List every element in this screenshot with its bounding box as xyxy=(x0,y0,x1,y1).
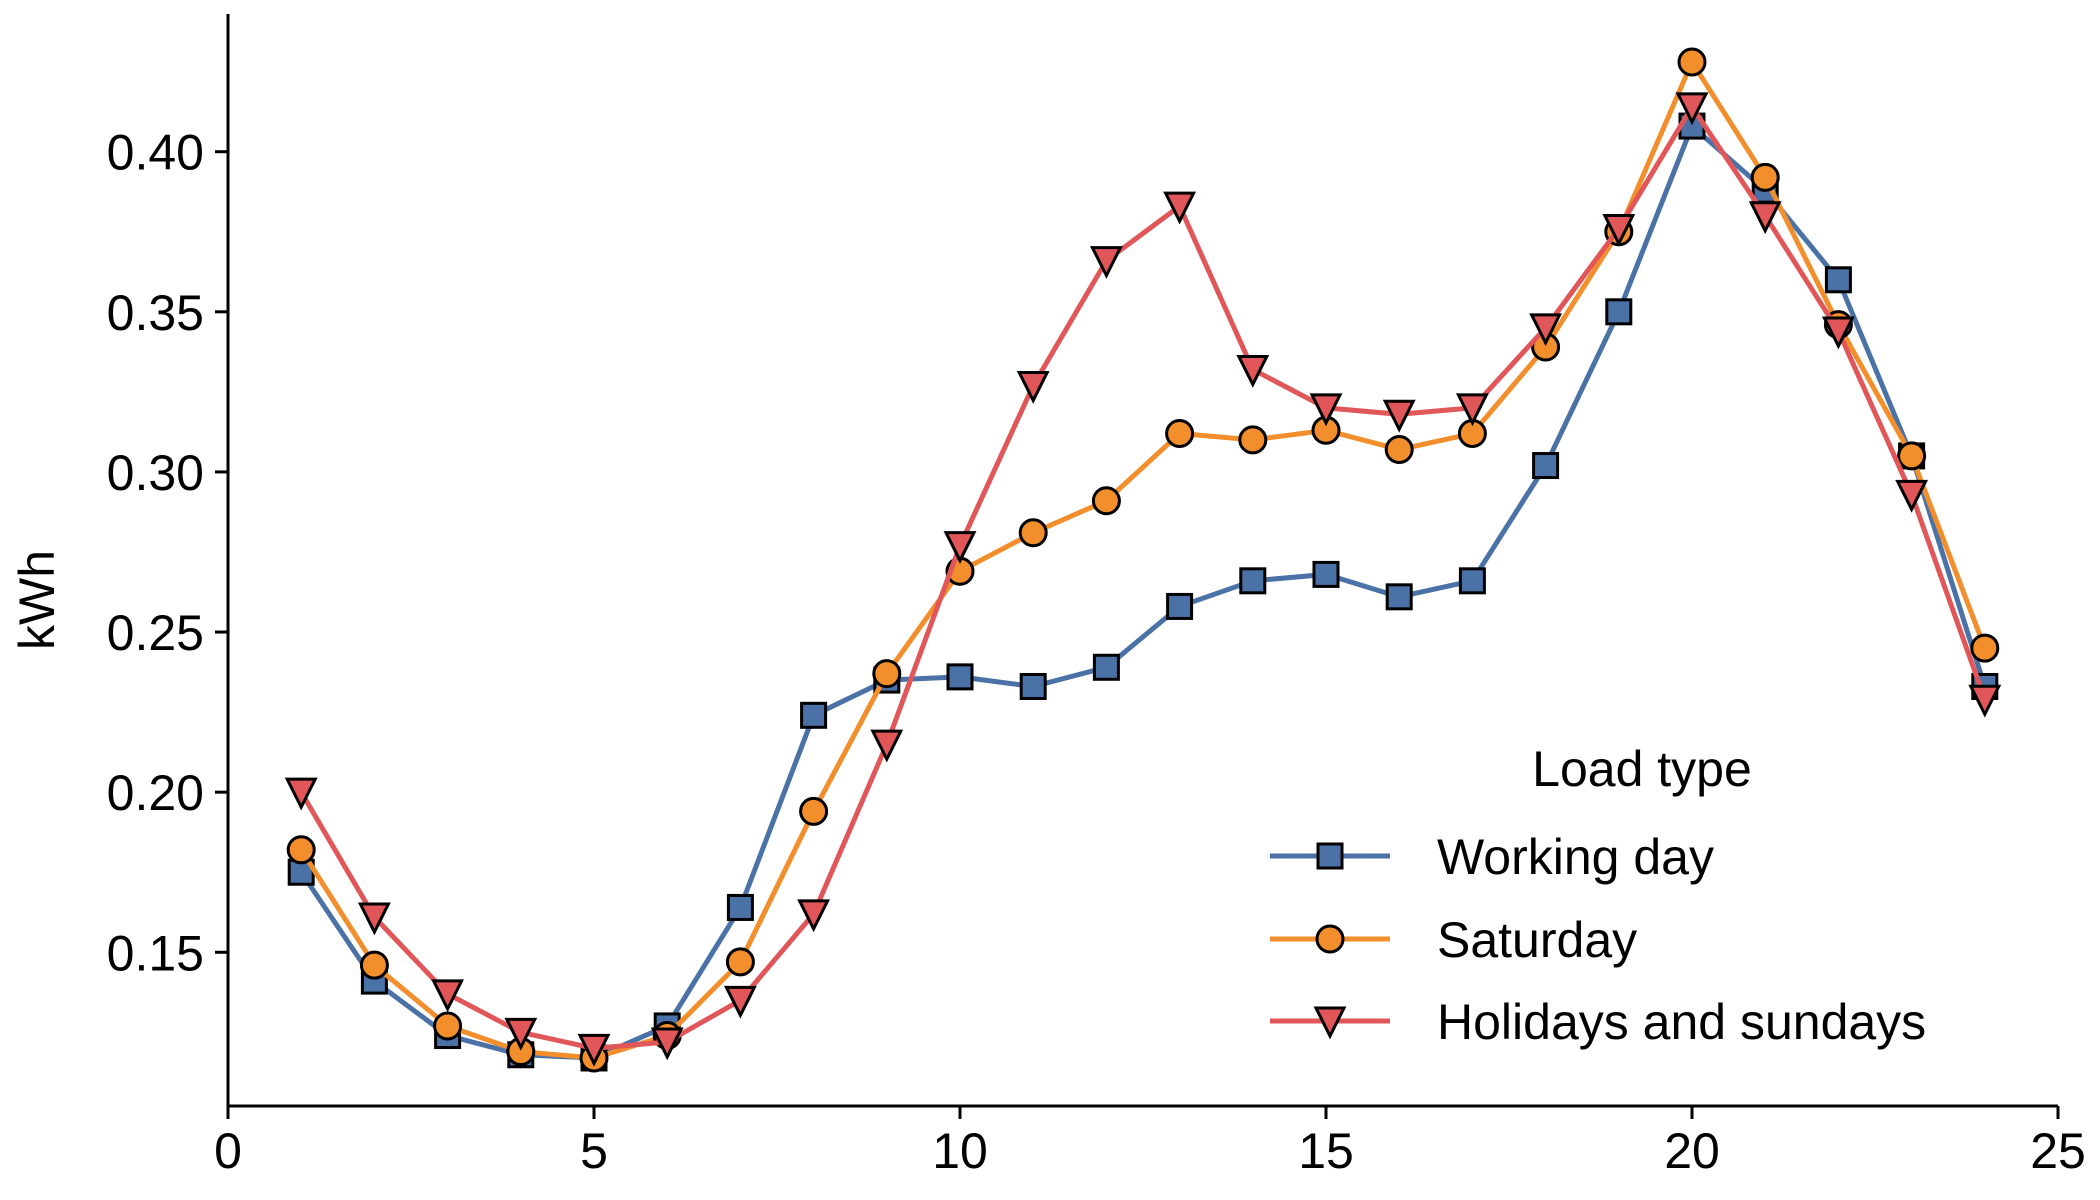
series-line xyxy=(299,104,1988,1051)
series-line xyxy=(299,123,1988,1061)
data-point xyxy=(1897,441,1927,471)
data-point xyxy=(1166,592,1194,620)
data-point xyxy=(1312,560,1340,588)
y-tick-label: 0.30 xyxy=(107,445,204,501)
data-point xyxy=(1895,479,1929,513)
data-point xyxy=(1821,316,1855,350)
legend-title: Load type xyxy=(1532,741,1752,797)
data-point xyxy=(943,531,977,564)
data-point xyxy=(725,947,755,977)
data-point xyxy=(1677,47,1707,77)
data-point xyxy=(800,701,828,729)
data-point xyxy=(577,1033,611,1067)
data-point xyxy=(1532,452,1560,480)
data-point xyxy=(1384,435,1414,465)
data-point xyxy=(504,1017,538,1051)
legend-marker xyxy=(1316,842,1344,870)
data-point xyxy=(284,777,318,811)
data-point xyxy=(1385,583,1413,611)
data-point xyxy=(1529,313,1563,347)
series-group xyxy=(284,47,2002,1073)
data-point xyxy=(1239,567,1267,595)
y-tick-label: 0.25 xyxy=(107,605,204,661)
data-point xyxy=(1748,201,1782,235)
y-tick-label: 0.20 xyxy=(107,765,204,821)
data-point xyxy=(1968,684,2002,718)
series-1 xyxy=(286,47,2000,1073)
x-tick-label: 25 xyxy=(2030,1123,2086,1179)
data-point xyxy=(286,835,316,865)
data-point xyxy=(1824,266,1852,294)
data-point xyxy=(1089,246,1123,279)
x-tick-label: 5 xyxy=(580,1123,608,1179)
data-point xyxy=(1675,92,1709,126)
data-point xyxy=(650,1027,684,1061)
data-point xyxy=(1970,633,2000,663)
data-point xyxy=(431,979,465,1013)
data-point xyxy=(1382,399,1416,433)
y-tick-label: 0.15 xyxy=(107,925,204,981)
data-point xyxy=(1163,191,1197,225)
data-point xyxy=(946,663,974,691)
y-axis-label: kWh xyxy=(9,550,65,650)
series-0 xyxy=(287,112,1999,1072)
legend-marker xyxy=(1315,924,1345,954)
x-tick-label: 10 xyxy=(932,1123,988,1179)
data-point xyxy=(1092,653,1120,681)
data-point xyxy=(1455,393,1489,427)
series-line xyxy=(299,59,1988,1061)
legend-marker xyxy=(1313,1006,1347,1040)
data-point xyxy=(1016,370,1050,404)
legend-label: Working day xyxy=(1437,829,1714,885)
data-point xyxy=(1605,298,1633,326)
axes: 0 5 10 15 20 25 0.15 0.20 0.25 0.30 0.35 0.40 kWh xyxy=(9,14,2086,1179)
data-point xyxy=(1091,486,1121,516)
data-point xyxy=(1236,354,1270,388)
legend-label: Saturday xyxy=(1437,912,1637,968)
data-point xyxy=(359,950,389,980)
data-point xyxy=(433,1011,463,1041)
data-point xyxy=(870,729,904,763)
series-2 xyxy=(284,92,2002,1067)
data-point xyxy=(723,985,757,1019)
data-point xyxy=(1750,162,1780,192)
y-tick-label: 0.35 xyxy=(107,285,204,341)
x-tick-label: 15 xyxy=(1298,1123,1354,1179)
y-tick-label: 0.40 xyxy=(107,125,204,181)
data-point xyxy=(1019,672,1047,700)
x-tick-label: 0 xyxy=(214,1123,242,1179)
data-point xyxy=(1018,518,1048,548)
data-point xyxy=(799,796,829,826)
data-point xyxy=(1309,393,1343,427)
data-point xyxy=(797,899,831,933)
x-tick-label: 20 xyxy=(1664,1123,1720,1179)
data-point xyxy=(726,893,754,921)
data-point xyxy=(357,902,391,936)
data-point xyxy=(1238,425,1268,455)
data-point xyxy=(872,659,902,689)
legend-label: Holidays and sundays xyxy=(1437,994,1926,1050)
data-point xyxy=(1602,214,1636,247)
data-point xyxy=(1165,419,1195,449)
data-point xyxy=(1458,567,1486,595)
legend: Load type Working day Saturday Holidays and… xyxy=(1270,741,1926,1050)
